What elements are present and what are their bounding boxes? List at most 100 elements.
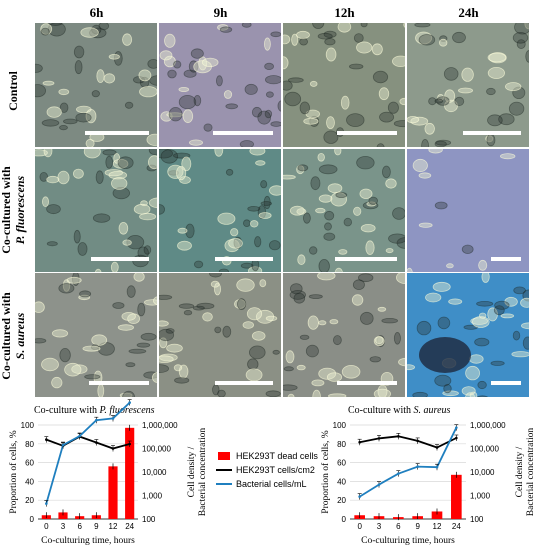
cell-shape	[371, 43, 383, 56]
y2-axis-title: Cell density /	[515, 446, 525, 497]
cell-shape	[357, 273, 374, 283]
cell-shape	[59, 125, 68, 131]
cell-shape	[148, 197, 157, 209]
x-tick-label: 3	[61, 522, 66, 531]
cell-shape	[113, 153, 121, 164]
data-point	[435, 446, 439, 449]
cell-shape	[436, 96, 450, 106]
cell-shape	[51, 329, 69, 338]
cell-shape	[163, 55, 176, 68]
cell-shape	[504, 296, 518, 307]
cell-shape	[148, 149, 157, 156]
cell-shape	[323, 232, 336, 241]
x-tick-label: 12	[109, 522, 118, 531]
scale-bar	[89, 381, 149, 385]
cell-shape	[79, 290, 92, 298]
cell-shape	[415, 31, 433, 45]
cell-shape	[290, 283, 303, 295]
cell-shape	[46, 204, 61, 215]
cell-shape	[425, 292, 442, 303]
cell-shape	[177, 240, 192, 251]
cell-shape	[382, 165, 391, 179]
cell-shape	[59, 102, 69, 113]
cell-shape	[264, 37, 271, 51]
cell-shape	[434, 98, 444, 104]
cell-shape	[91, 90, 100, 98]
cell-shape	[396, 273, 405, 284]
cell-shape	[168, 106, 183, 122]
cell-shape	[373, 388, 391, 397]
micrograph-24h	[406, 272, 530, 398]
cell-shape	[458, 87, 474, 94]
chart-title-species: P. fluorescens	[99, 405, 155, 416]
cell-shape	[385, 178, 397, 189]
cell-shape	[159, 204, 165, 215]
cell-shape	[89, 27, 107, 39]
cell-shape	[178, 95, 197, 110]
cell-shape	[512, 86, 526, 100]
cell-shape	[289, 205, 305, 216]
cell-shape	[178, 303, 195, 309]
cell-shape	[41, 357, 59, 372]
cell-shape	[437, 94, 444, 102]
cell-shape	[470, 317, 489, 325]
chart-title-p-fluorescens: Co-culture with P. fluorescens	[34, 405, 155, 416]
cell-shape	[285, 350, 295, 364]
data-point	[358, 495, 361, 498]
cell-shape	[283, 174, 296, 180]
cell-shape	[73, 229, 81, 244]
cell-shape	[323, 30, 337, 38]
cell-shape	[82, 345, 101, 352]
cell-shape	[403, 23, 405, 28]
cell-shape	[299, 101, 311, 115]
cell-shape	[247, 358, 259, 370]
cell-shape	[487, 307, 498, 322]
cell-shape	[346, 113, 365, 127]
cell-shape	[260, 180, 268, 189]
cell-shape	[264, 109, 273, 119]
cell-shape	[312, 389, 321, 397]
cell-shape	[524, 23, 529, 30]
cell-shape	[225, 168, 234, 176]
y2-tick-label: 1,000	[142, 492, 163, 501]
x-tick-label: 9	[94, 522, 99, 531]
cell-shape	[228, 238, 243, 249]
cell-shape	[80, 27, 99, 38]
cell-shape	[233, 236, 243, 249]
cell-shape	[392, 55, 405, 67]
cell-shape	[259, 279, 267, 288]
y-tick-label: 100	[21, 421, 35, 430]
series-line	[45, 435, 130, 450]
scale-bar	[337, 131, 397, 135]
cell-shape	[102, 149, 117, 156]
cell-shape	[152, 371, 157, 384]
cell-shape	[434, 374, 452, 387]
chart-title-prefix: Co-culture with	[348, 405, 414, 416]
cell-shape	[418, 34, 436, 46]
micrograph-9h	[158, 272, 282, 398]
cell-shape	[214, 326, 222, 334]
cell-shape	[137, 302, 146, 317]
cell-shape	[35, 338, 47, 344]
cell-shape	[239, 140, 254, 147]
cell-shape	[46, 241, 58, 247]
cell-shape	[353, 33, 364, 43]
cell-shape	[291, 33, 299, 46]
micrograph-9h	[158, 148, 282, 274]
cell-texture	[407, 23, 529, 147]
bar-dead-cells	[58, 512, 68, 519]
cell-shape	[254, 236, 262, 248]
cell-shape	[210, 280, 220, 288]
cell-shape	[360, 23, 368, 28]
y-axis-title: Proportion of cells, %	[8, 430, 19, 513]
x-tick-label: 12	[433, 522, 442, 531]
cell-shape	[183, 69, 197, 78]
legend-label: HEK293T dead cells	[236, 451, 318, 461]
cell-shape	[144, 299, 157, 306]
cell-shape	[446, 263, 454, 269]
cell-shape	[335, 192, 348, 199]
cell-shape	[388, 233, 405, 244]
data-point	[397, 472, 400, 475]
cell-shape	[217, 212, 236, 225]
cell-shape	[176, 166, 187, 181]
